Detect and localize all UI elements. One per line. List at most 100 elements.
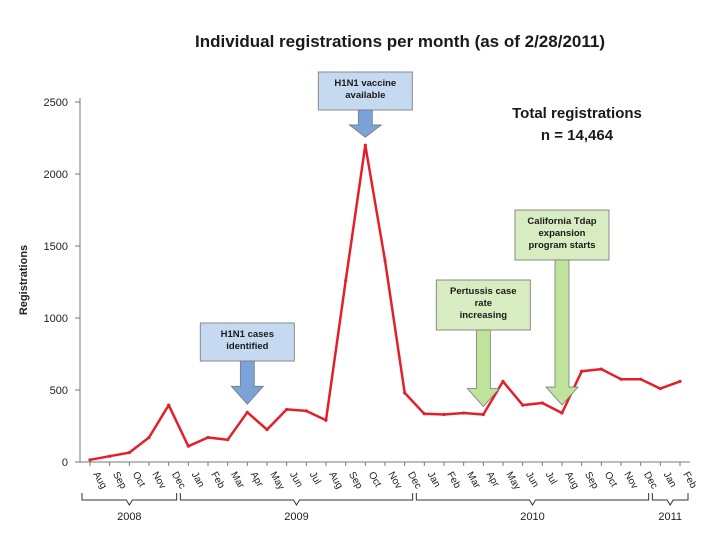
annotation-box — [199, 322, 295, 362]
y-tick-label: 1500 — [44, 241, 68, 253]
data-point — [422, 412, 426, 416]
year-bracket — [81, 493, 178, 506]
x-tick-label: Jun — [287, 470, 305, 489]
data-point — [363, 143, 367, 147]
data-point — [501, 379, 505, 383]
data-point — [462, 411, 466, 415]
year-brackets: 2008 2009 2010 2011 — [81, 493, 689, 523]
annotation-text: H1N1 vaccine — [334, 78, 396, 89]
x-tick-label: Feb — [680, 470, 698, 491]
data-point — [147, 435, 151, 440]
x-tick-label: Apr — [248, 470, 266, 490]
data-point — [265, 428, 269, 432]
annotation-text: H1N1 cases — [221, 329, 274, 340]
y-tick-label: 2500 — [44, 97, 68, 109]
x-tick-label: Oct — [602, 470, 619, 489]
year-label: 2011 — [658, 511, 682, 523]
x-tick-label: Mar — [464, 470, 482, 491]
y-tick-label: 500 — [50, 385, 68, 397]
annotation-box — [435, 279, 531, 331]
annotation-text: Pertussis case — [450, 286, 517, 297]
x-tick-label: Aug — [562, 470, 580, 491]
year-bracket — [415, 493, 650, 506]
annotation-text: identified — [226, 341, 268, 352]
y-tick-label: 1000 — [44, 313, 68, 325]
data-point — [658, 386, 662, 391]
data-point — [108, 454, 112, 458]
data-point — [324, 418, 328, 422]
data-point — [245, 410, 249, 414]
x-tick-label: Oct — [366, 470, 383, 489]
x-tick-label: Jan — [661, 470, 679, 489]
x-tick-label: Sep — [582, 470, 601, 491]
annotation-text: rate — [475, 298, 492, 309]
data-point — [206, 435, 210, 440]
x-tick-label: May — [503, 470, 522, 492]
annotation-text: program starts — [528, 240, 595, 251]
x-tick-label: Jun — [523, 470, 541, 489]
x-tick-label: Apr — [484, 470, 502, 490]
data-point — [383, 258, 387, 262]
data-point — [88, 458, 92, 462]
data-point — [285, 407, 289, 412]
year-label: 2009 — [284, 511, 308, 523]
data-point — [560, 411, 564, 415]
annotation-box — [317, 71, 413, 111]
data-point — [580, 369, 584, 373]
x-tick-label: Feb — [208, 470, 226, 491]
x-tick-label: Aug — [326, 470, 344, 491]
x-tick-label: Feb — [444, 470, 462, 491]
annotation-arrow — [466, 329, 501, 408]
total-registrations-count: n = 14,464 — [541, 127, 614, 144]
x-tick-label: Nov — [149, 470, 167, 491]
x-tick-label: Dec — [641, 470, 659, 491]
annotation-text: expansion — [539, 228, 586, 239]
annotation-text: increasing — [460, 310, 508, 321]
x-tick-label: Jul — [543, 470, 559, 487]
year-bracket — [179, 493, 414, 506]
data-point — [167, 403, 171, 407]
annotation-box — [514, 209, 610, 261]
series-line — [89, 143, 681, 462]
total-registrations-label: Total registrations — [512, 105, 642, 122]
data-point — [481, 412, 485, 417]
data-point — [304, 409, 308, 413]
data-point — [619, 377, 623, 381]
x-tick-label: Dec — [405, 470, 423, 491]
x-tick-label: Aug — [90, 470, 108, 491]
data-point — [186, 444, 190, 448]
data-point — [540, 401, 544, 405]
data-point — [678, 379, 682, 383]
x-ticks: Aug Sep Oct Nov Dec Jan Feb Mar Apr May Jun Jul Aug S… — [89, 462, 699, 492]
data-point — [599, 367, 603, 371]
series-layer — [88, 143, 682, 462]
data-point — [442, 412, 446, 417]
x-tick-label: Jan — [189, 470, 207, 489]
x-tick-label: Sep — [346, 470, 365, 491]
x-tick-label: Jan — [425, 470, 443, 489]
annotation-text: California Tdap — [527, 216, 596, 227]
x-tick-label: Sep — [110, 470, 129, 491]
data-point — [403, 391, 407, 395]
y-tick-label: 2000 — [44, 169, 68, 181]
x-tick-label: Jul — [307, 470, 323, 487]
annotation-arrow — [230, 360, 265, 405]
x-tick-label: Mar — [228, 470, 246, 491]
year-label: 2010 — [520, 511, 544, 523]
y-ticks: 0 500 1000 1500 2000 2500 — [44, 97, 80, 469]
year-bracket — [651, 493, 689, 506]
y-axis-label: Registrations — [18, 245, 30, 315]
data-point — [521, 403, 525, 407]
annotation-arrow — [348, 109, 383, 138]
x-tick-label: May — [267, 470, 286, 492]
year-label: 2008 — [117, 511, 141, 523]
annotation-arrow — [545, 259, 579, 406]
chart-title: Individual registrations per month (as o… — [195, 32, 605, 51]
annotation-text: available — [345, 90, 385, 101]
x-tick-label: Nov — [621, 470, 639, 491]
